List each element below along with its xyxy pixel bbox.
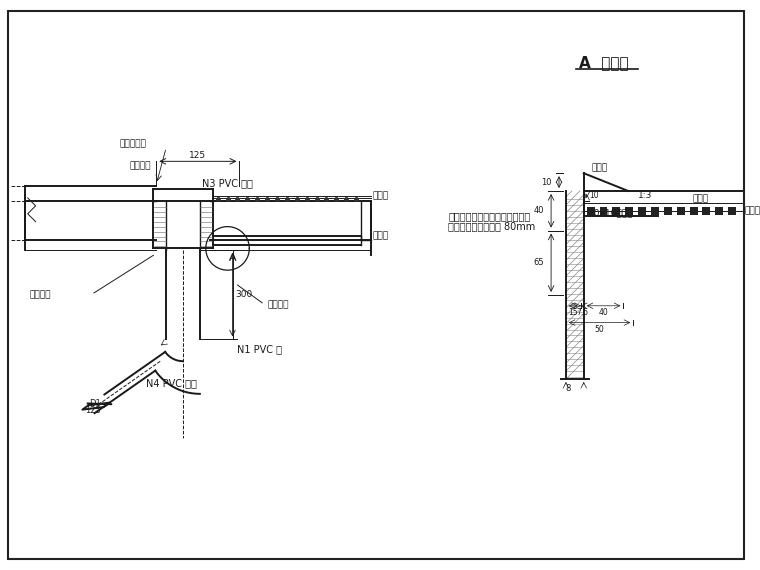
Bar [689, 207, 698, 215]
Text: 预制部分: 预制部分 [30, 290, 51, 299]
Text: 止水嵌: 止水嵌 [591, 164, 608, 173]
Bar [676, 207, 685, 215]
Text: 保护层: 保护层 [692, 194, 708, 203]
Text: 65: 65 [534, 258, 544, 267]
Text: 预制部件: 预制部件 [267, 300, 289, 310]
Bar [625, 207, 633, 215]
Text: 15: 15 [568, 308, 578, 317]
Bar [638, 207, 646, 215]
Text: 40: 40 [599, 308, 609, 317]
Text: 泡沫嵌缝缝: 泡沫嵌缝缝 [119, 139, 147, 148]
Text: 进行封边处理，高度 80mm: 进行封边处理，高度 80mm [448, 222, 536, 231]
Text: 50: 50 [594, 325, 604, 334]
Text: 125: 125 [85, 406, 101, 415]
Text: D1: D1 [90, 399, 101, 408]
Text: 300: 300 [236, 290, 253, 299]
Bar [600, 207, 607, 215]
Text: A  示意图: A 示意图 [578, 55, 629, 70]
Text: 10: 10 [542, 178, 552, 186]
Bar [587, 207, 594, 215]
Text: A: A [229, 253, 236, 263]
Bar [728, 207, 736, 215]
Text: 7.5: 7.5 [576, 308, 588, 317]
Text: 保护层: 保护层 [373, 192, 389, 201]
Text: 10x10橡胶胶: 10x10橡胶胶 [589, 208, 633, 217]
Text: 40: 40 [534, 206, 544, 215]
Text: N1 PVC 管: N1 PVC 管 [237, 344, 283, 355]
Text: 用聚氨酔防水涂料贴卷材料加层: 用聚氨酔防水涂料贴卷材料加层 [448, 211, 530, 221]
Bar [613, 207, 620, 215]
Text: 防水层: 防水层 [744, 206, 760, 215]
Bar [664, 207, 672, 215]
Bar [702, 207, 711, 215]
Text: 10: 10 [590, 192, 600, 201]
Bar [715, 207, 724, 215]
Text: N4 PVC 弯头: N4 PVC 弯头 [146, 378, 197, 388]
Text: 8: 8 [565, 384, 571, 393]
Bar [651, 207, 659, 215]
Text: 1:3: 1:3 [638, 192, 653, 201]
Text: N3 PVC 管盐: N3 PVC 管盐 [202, 178, 253, 188]
Text: 防水层: 防水层 [373, 231, 389, 240]
Text: 125: 125 [189, 151, 207, 160]
Text: 防水涂料: 防水涂料 [130, 162, 151, 171]
